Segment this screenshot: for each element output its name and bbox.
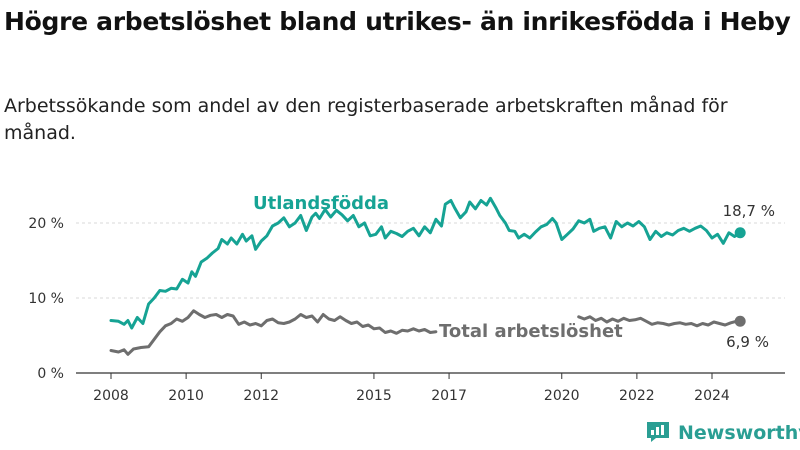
y-tick-label: 10 %	[28, 291, 64, 307]
series-endpoint-utlandsfodda	[734, 227, 746, 239]
gridlines	[76, 222, 785, 374]
x-tick-label: 2012	[243, 388, 279, 404]
y-tick-label: 20 %	[28, 216, 64, 232]
y-tick-label: 0 %	[37, 366, 64, 382]
newsworthy-brand[interactable]: Newsworthy	[646, 420, 800, 446]
x-tick-label: 2008	[93, 388, 129, 404]
series-labels: Utlandsfödda Total arbetslöshet 18,7 % 6…	[253, 193, 775, 351]
series-line-utlandsfodda	[109, 196, 742, 330]
series-endpoint-total	[734, 315, 746, 327]
series-label-total: Total arbetslöshet	[439, 321, 623, 342]
x-tick-label: 2017	[431, 388, 467, 404]
x-tick-label: 2022	[619, 388, 655, 404]
chart-title: Högre arbetslöshet bland utrikes- än inr…	[4, 7, 791, 36]
x-axis: 2008 2010 2012 2015 2017 2020 2022 2024	[93, 373, 730, 404]
x-tick-label: 2010	[168, 388, 204, 404]
chart-subtitle: Arbetssökande som andel av den registerb…	[4, 95, 728, 144]
x-tick-label: 2020	[544, 388, 580, 404]
series-line-total	[109, 309, 742, 356]
y-axis: 0 % 10 % 20 %	[28, 216, 64, 382]
end-label-total: 6,9 %	[726, 333, 769, 351]
brand-name: Newsworthy	[678, 422, 800, 444]
x-tick-label: 2024	[694, 388, 730, 404]
end-label-utlandsfodda: 18,7 %	[723, 202, 775, 220]
series-label-utlandsfodda: Utlandsfödda	[253, 193, 389, 214]
series-lines	[109, 196, 746, 356]
x-tick-label: 2015	[356, 388, 392, 404]
newsworthy-logo-icon	[646, 419, 670, 447]
